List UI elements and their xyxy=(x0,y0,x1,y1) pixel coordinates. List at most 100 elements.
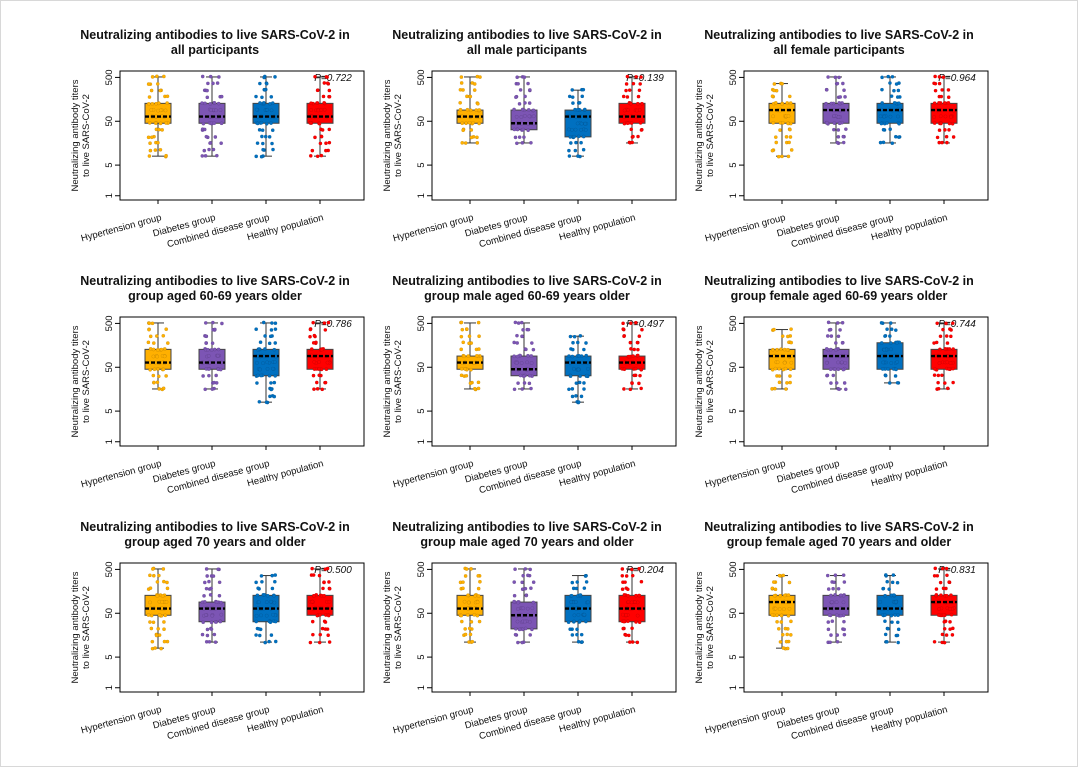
data-point xyxy=(836,135,841,139)
data-point xyxy=(213,327,217,332)
data-point xyxy=(261,320,266,325)
data-point xyxy=(832,114,836,118)
data-point xyxy=(772,327,776,332)
data-point xyxy=(215,353,220,358)
data-point xyxy=(155,380,160,385)
data-point xyxy=(517,102,522,106)
chart-panel: Neutralizing antibodies to live SARS-CoV… xyxy=(50,28,380,263)
data-point xyxy=(255,381,259,385)
y-axis-label-line1: Neutralizing antibody titers xyxy=(382,571,393,683)
data-point xyxy=(317,640,322,645)
data-point xyxy=(512,354,516,359)
data-point xyxy=(579,394,584,399)
data-point xyxy=(531,580,536,585)
y-tick-label: 5 xyxy=(416,162,427,167)
data-point xyxy=(950,633,955,637)
data-point xyxy=(458,100,463,105)
chart-title: Neutralizing antibodies to live SARS-CoV… xyxy=(674,28,1004,58)
y-axis-label: Neutralizing antibody titersto live SARS… xyxy=(382,325,404,437)
box-iqr xyxy=(822,102,850,124)
data-point xyxy=(835,140,840,145)
data-point xyxy=(951,366,955,371)
data-point xyxy=(458,107,463,112)
data-point xyxy=(883,334,887,339)
data-point xyxy=(516,81,520,86)
data-point xyxy=(528,633,533,637)
data-point xyxy=(788,633,793,637)
data-point xyxy=(586,600,590,605)
data-point xyxy=(582,612,587,617)
data-point xyxy=(208,592,213,597)
data-point xyxy=(214,108,218,113)
data-point xyxy=(161,567,166,571)
data-point xyxy=(893,374,898,378)
data-point xyxy=(932,121,937,125)
data-point xyxy=(323,328,328,332)
data-point xyxy=(514,361,519,365)
data-point xyxy=(273,639,278,644)
data-point xyxy=(936,373,941,378)
data-point xyxy=(477,121,481,126)
data-point xyxy=(834,613,839,618)
data-point xyxy=(148,141,152,146)
y-tick-label: 500 xyxy=(104,561,115,577)
data-point xyxy=(572,619,576,624)
data-point xyxy=(147,327,151,332)
data-point xyxy=(206,354,211,358)
data-point xyxy=(895,360,899,364)
data-point xyxy=(153,121,158,126)
data-point xyxy=(788,374,792,378)
data-point xyxy=(468,108,473,113)
plot-frame xyxy=(743,562,989,693)
data-point xyxy=(146,82,151,86)
data-point xyxy=(568,334,573,339)
data-point xyxy=(788,127,792,132)
data-point xyxy=(202,148,207,153)
data-point xyxy=(785,347,790,352)
y-tick-label: 500 xyxy=(728,315,739,331)
data-point xyxy=(640,327,644,332)
data-point xyxy=(789,619,793,624)
data-point xyxy=(896,114,900,119)
data-point xyxy=(158,147,163,152)
data-point xyxy=(838,328,842,332)
data-point xyxy=(459,613,464,618)
data-point xyxy=(584,341,588,345)
data-point xyxy=(522,75,527,80)
data-point xyxy=(461,580,465,585)
data-point xyxy=(629,600,634,605)
data-point xyxy=(211,81,215,86)
data-point xyxy=(520,107,525,112)
data-point xyxy=(311,373,316,378)
data-point xyxy=(834,600,839,604)
data-point xyxy=(526,128,531,133)
data-point xyxy=(632,600,637,604)
data-point xyxy=(200,74,205,79)
data-point xyxy=(777,607,782,611)
data-point xyxy=(582,381,586,385)
data-point xyxy=(949,612,954,617)
data-point xyxy=(162,74,166,79)
data-point xyxy=(220,321,224,326)
data-point xyxy=(527,381,532,386)
data-point xyxy=(323,620,328,624)
data-point xyxy=(254,154,259,159)
data-point xyxy=(460,121,465,126)
data-point xyxy=(461,586,465,591)
data-point xyxy=(459,619,464,624)
data-point xyxy=(258,101,262,105)
data-point xyxy=(947,327,952,331)
data-point xyxy=(203,101,207,106)
data-point xyxy=(637,566,641,571)
data-point xyxy=(161,333,166,338)
data-point xyxy=(148,334,153,339)
data-point xyxy=(620,587,625,592)
data-point xyxy=(267,341,272,346)
x-tick-label: Hypertension group xyxy=(704,704,787,736)
plot-frame xyxy=(431,70,677,201)
data-point xyxy=(148,600,152,605)
data-point xyxy=(829,600,834,604)
data-point xyxy=(784,387,788,391)
data-point xyxy=(204,334,208,339)
data-point xyxy=(273,341,278,345)
